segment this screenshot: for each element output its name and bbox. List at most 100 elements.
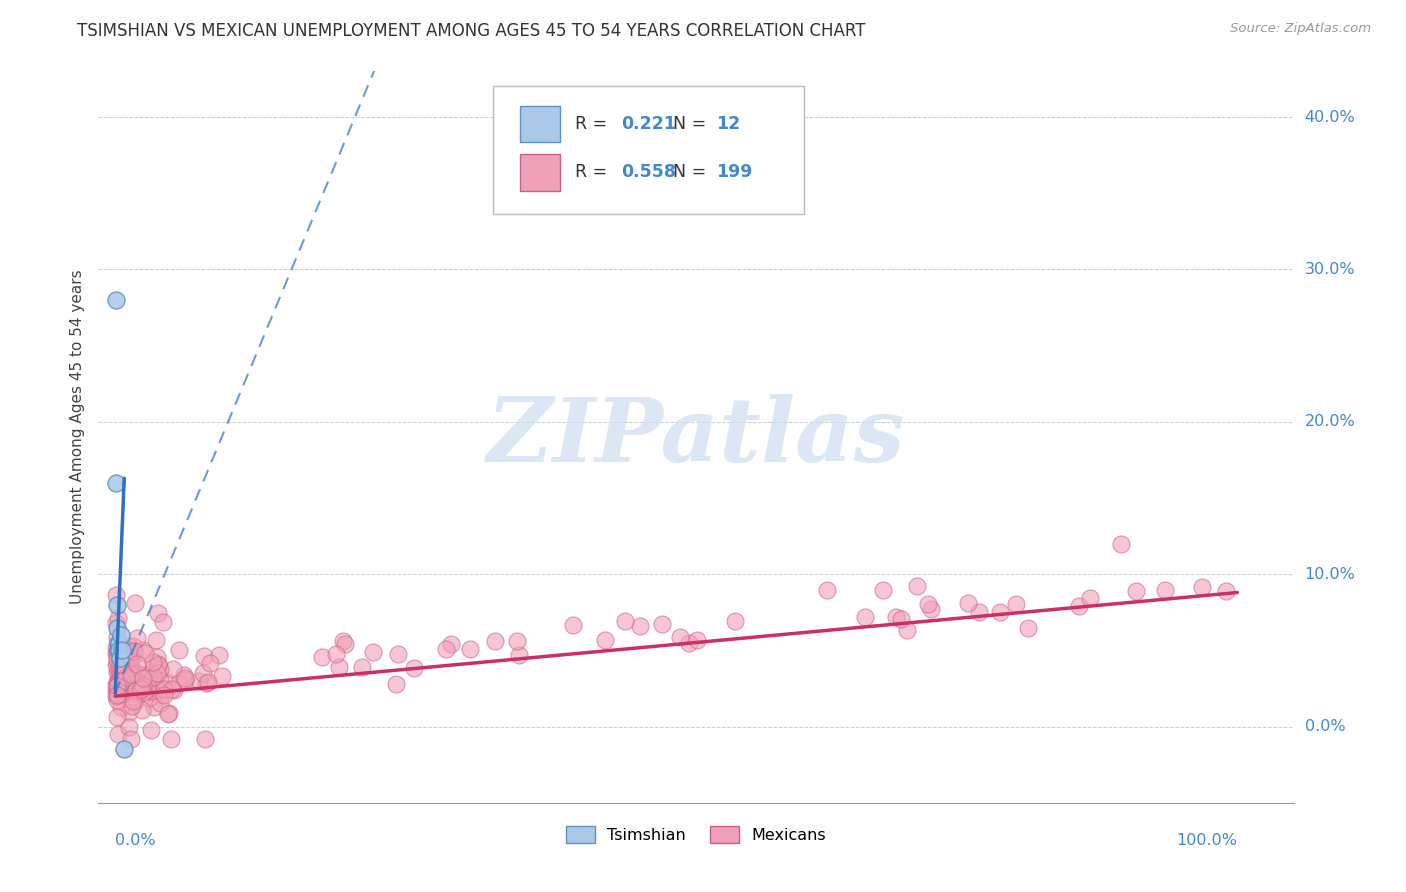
Point bbox=[138, 691, 160, 706]
Point bbox=[128, 666, 150, 681]
Text: 30.0%: 30.0% bbox=[1305, 262, 1355, 277]
Point bbox=[117, 685, 139, 699]
Point bbox=[153, 681, 176, 696]
Point bbox=[917, 597, 939, 611]
Point bbox=[156, 675, 179, 690]
Point bbox=[404, 661, 426, 675]
Point bbox=[132, 685, 155, 699]
Point bbox=[988, 605, 1011, 619]
Text: R =: R = bbox=[575, 163, 613, 181]
Point bbox=[105, 657, 128, 671]
Point bbox=[1078, 591, 1101, 605]
Point bbox=[152, 615, 174, 629]
Point bbox=[105, 621, 128, 635]
Point bbox=[108, 643, 131, 657]
Point bbox=[118, 657, 141, 672]
Point bbox=[153, 689, 176, 703]
Point bbox=[115, 676, 138, 690]
Point bbox=[115, 666, 138, 681]
Text: 0.0%: 0.0% bbox=[1305, 719, 1346, 734]
Point bbox=[561, 618, 583, 632]
Point bbox=[387, 647, 409, 661]
Point bbox=[967, 605, 990, 619]
Text: TSIMSHIAN VS MEXICAN UNEMPLOYMENT AMONG AGES 45 TO 54 YEARS CORRELATION CHART: TSIMSHIAN VS MEXICAN UNEMPLOYMENT AMONG … bbox=[77, 22, 866, 40]
Point bbox=[110, 700, 132, 714]
Text: 12: 12 bbox=[716, 115, 741, 133]
Point bbox=[110, 628, 132, 642]
Point bbox=[107, 685, 129, 699]
Point bbox=[188, 673, 211, 688]
Point bbox=[669, 630, 692, 644]
Point bbox=[124, 596, 146, 610]
Point bbox=[105, 475, 128, 490]
Point bbox=[174, 673, 197, 687]
Point bbox=[107, 675, 129, 690]
Point bbox=[956, 596, 979, 610]
Point bbox=[117, 671, 139, 685]
Point bbox=[174, 671, 197, 685]
Point bbox=[131, 703, 153, 717]
Point bbox=[311, 650, 333, 665]
Point bbox=[146, 658, 169, 673]
Point bbox=[506, 634, 529, 648]
Point bbox=[686, 633, 709, 648]
Point bbox=[815, 582, 838, 597]
Point bbox=[107, 688, 129, 702]
Point bbox=[325, 648, 347, 662]
Point bbox=[127, 657, 149, 671]
Point bbox=[107, 678, 129, 692]
Point bbox=[128, 676, 150, 690]
Point bbox=[146, 657, 169, 671]
Point bbox=[142, 700, 165, 714]
Point bbox=[115, 670, 138, 684]
Point bbox=[149, 662, 172, 676]
Text: N =: N = bbox=[673, 115, 711, 133]
Point bbox=[105, 693, 128, 707]
Point bbox=[194, 731, 217, 746]
Point bbox=[139, 684, 162, 698]
Point bbox=[890, 612, 912, 626]
Point bbox=[678, 636, 700, 650]
Point bbox=[128, 681, 150, 696]
Text: 40.0%: 40.0% bbox=[1305, 110, 1355, 125]
Point bbox=[195, 676, 218, 690]
Point bbox=[872, 582, 894, 597]
Point bbox=[332, 634, 354, 648]
Point bbox=[142, 661, 165, 675]
Point bbox=[124, 677, 146, 691]
Point bbox=[110, 671, 132, 685]
Point bbox=[107, 636, 129, 650]
Text: 20.0%: 20.0% bbox=[1305, 415, 1355, 429]
Point bbox=[111, 643, 134, 657]
Point bbox=[107, 652, 129, 666]
Point bbox=[110, 675, 132, 690]
Point bbox=[131, 679, 153, 693]
Point bbox=[124, 683, 146, 698]
Point bbox=[132, 671, 155, 685]
Point bbox=[105, 630, 128, 644]
Point bbox=[111, 681, 134, 696]
Point bbox=[107, 672, 129, 686]
Point bbox=[141, 681, 163, 695]
Point bbox=[115, 670, 138, 684]
Point bbox=[125, 632, 148, 646]
Point bbox=[193, 649, 215, 664]
Text: R =: R = bbox=[575, 115, 613, 133]
Text: 0.221: 0.221 bbox=[620, 115, 676, 133]
Point bbox=[110, 675, 132, 690]
Point bbox=[121, 640, 143, 654]
Point bbox=[1005, 597, 1028, 611]
Point bbox=[127, 680, 149, 694]
Point bbox=[115, 669, 138, 683]
Point bbox=[112, 742, 135, 756]
Point bbox=[853, 610, 876, 624]
Point bbox=[439, 637, 461, 651]
Point bbox=[111, 674, 134, 689]
Point bbox=[105, 690, 128, 704]
Point bbox=[896, 623, 918, 637]
Point bbox=[173, 668, 195, 682]
Point bbox=[118, 720, 141, 734]
Point bbox=[163, 683, 186, 698]
Point bbox=[107, 648, 129, 662]
Point bbox=[108, 658, 131, 673]
